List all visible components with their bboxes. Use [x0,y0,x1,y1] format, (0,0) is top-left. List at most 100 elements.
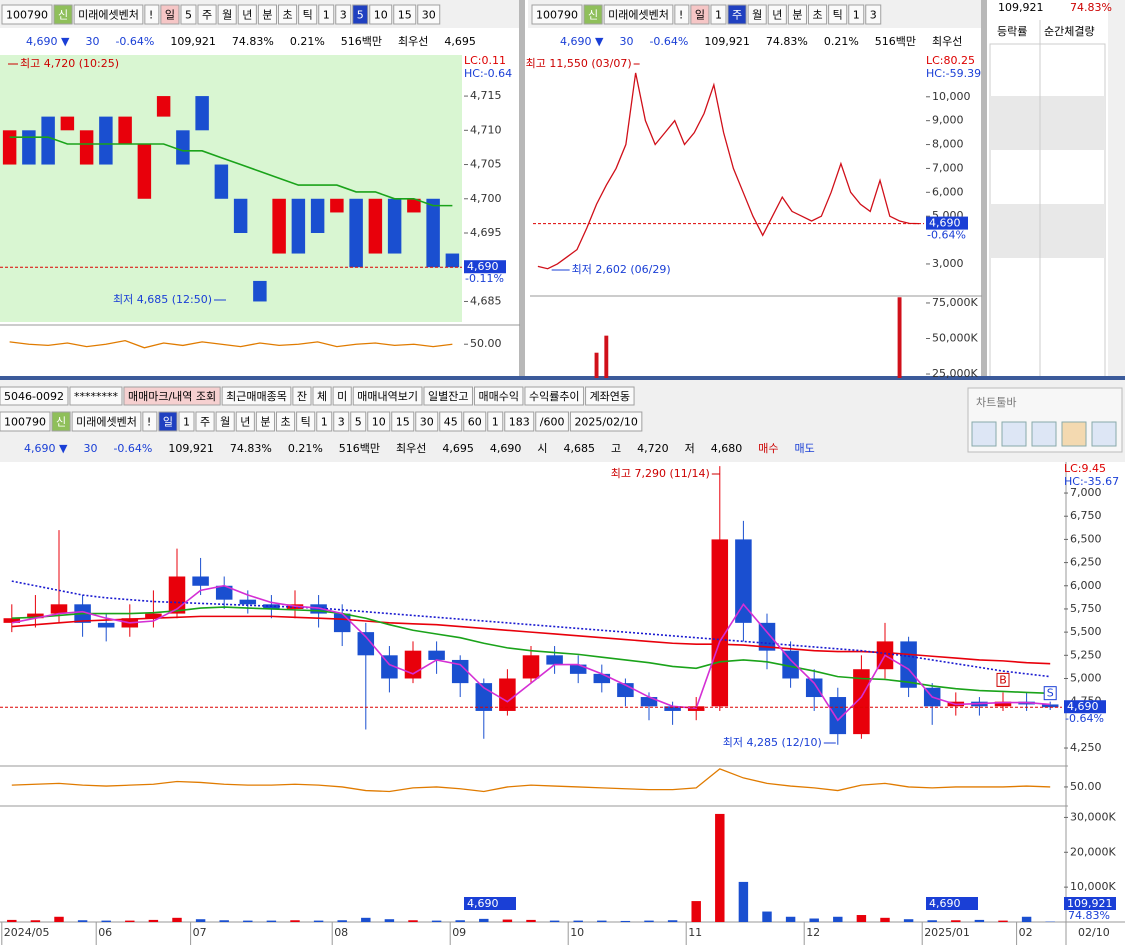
button-label[interactable]: 15 [398,9,412,22]
button-label[interactable]: 주 [202,9,212,22]
button-label[interactable]: 10 [374,9,388,22]
button-label[interactable]: 일 [163,415,173,429]
button-label[interactable]: 5 [357,9,364,22]
button-label[interactable]: 미래에셋벤처 [78,9,139,22]
button-label[interactable]: ! [149,9,153,22]
button-label[interactable]: 일 [695,8,705,22]
button-label[interactable]: 1 [183,416,190,429]
y-tick-label: 5,250 [1070,648,1102,661]
button-label[interactable]: 분 [260,416,270,429]
y-tick-label: 4,715 [470,89,502,102]
candle-body [192,576,209,585]
right-ratio: 74.83% [1070,1,1112,14]
button-label[interactable]: 30 [422,9,436,22]
candle-body [118,117,131,144]
x-tick-label: 06 [98,926,112,939]
y-tick-label: 75,000K [932,296,978,309]
button-label[interactable]: 1 [853,9,860,22]
button-label[interactable]: 3 [338,416,345,429]
button-label[interactable]: 5046-0092 [4,390,64,403]
button-label[interactable]: 초 [282,9,292,22]
button-label[interactable]: 월 [752,9,762,22]
button-label[interactable]: 일 [165,8,175,22]
button-label[interactable]: ! [679,9,683,22]
y-tick-label: 6,750 [1070,509,1102,522]
y-tick-label: 7,000 [932,161,964,174]
quote-field: 매수 [758,442,778,455]
button-label[interactable]: 2025/02/10 [574,416,637,429]
button-label[interactable]: 미래에셋벤처 [608,9,669,22]
button-label[interactable]: 일별잔고 [428,389,468,403]
tool-icon[interactable] [972,422,996,446]
tool-icon[interactable] [1002,422,1026,446]
button-label[interactable]: 월 [220,416,230,429]
button-label[interactable]: 10 [372,416,386,429]
y-tick-label: 50.00 [470,337,502,350]
button-label[interactable]: 초 [280,416,290,429]
button-label[interactable]: 월 [222,9,232,22]
button-label[interactable]: 년 [772,9,782,22]
change-label: -0.11% [465,272,504,285]
button-label[interactable]: 수익률추이 [529,390,580,403]
quote-field: 109,921 [170,35,216,48]
button-label[interactable]: 년 [240,416,250,429]
quote-field: 30 [83,442,97,455]
button-label[interactable]: 체 [317,390,327,403]
volume-bar [833,917,842,922]
volume-bar [149,920,158,922]
button-label[interactable]: 5 [185,9,192,22]
button-label[interactable]: ******** [74,390,119,403]
button-label[interactable]: 신 [58,9,68,22]
x-tick-label: 2024/05 [4,926,50,939]
button-label[interactable]: 45 [444,416,458,429]
button-label[interactable]: 분 [792,9,802,22]
button-label[interactable]: 년 [242,9,252,22]
button-label[interactable]: 신 [588,9,598,22]
button-label[interactable]: 매매마크/내역 조회 [128,390,216,403]
button-label[interactable]: 최근매매종목 [226,390,287,403]
button-label[interactable]: 100790 [536,9,578,22]
candle-body [712,539,729,706]
tool-icon[interactable] [1062,422,1086,446]
button-label[interactable]: 3 [870,9,877,22]
button-label[interactable]: 1 [492,416,499,429]
volume-bar [526,920,535,922]
button-label[interactable]: 60 [468,416,482,429]
button-label[interactable]: 3 [340,9,347,22]
button-label[interactable]: 주 [732,9,742,22]
button-label[interactable]: 잔 [297,390,307,403]
button-label[interactable]: 매매수익 [478,390,518,403]
button-label[interactable]: 미래에셋벤처 [76,416,137,429]
button-label[interactable]: 15 [396,416,410,429]
button-label[interactable]: 100790 [4,416,46,429]
tool-icon[interactable] [1032,422,1056,446]
button-label[interactable]: 틱 [303,9,313,22]
quote-field: 109,921 [704,35,750,48]
button-label[interactable]: ! [147,416,151,429]
button-label[interactable]: 1 [323,9,330,22]
button-label[interactable]: 1 [321,416,328,429]
y-tick-label: 4,700 [470,192,502,205]
button-label[interactable]: 100790 [6,9,48,22]
button-label[interactable]: 미 [337,390,347,403]
button-label[interactable]: 1 [715,9,722,22]
button-label[interactable]: 틱 [833,9,843,22]
button-label[interactable]: 신 [56,416,66,429]
quote-field: 최우선 [932,35,962,48]
button-label[interactable]: 5 [355,416,362,429]
button-label[interactable]: 계좌연동 [590,390,630,403]
volume-bar [573,921,582,922]
tool-icon[interactable] [1092,422,1116,446]
candle-body [41,117,54,165]
candle-body [253,281,266,302]
button-label[interactable]: /600 [540,416,565,429]
button-label[interactable]: 틱 [301,416,311,429]
y-tick-label: 6,000 [1070,579,1102,592]
button-label[interactable]: 30 [420,416,434,429]
button-label[interactable]: 분 [262,9,272,22]
button-label[interactable]: 주 [200,416,210,429]
button-label[interactable]: 초 [812,9,822,22]
row-stripe [990,204,1105,258]
button-label[interactable]: 매매내역보기 [357,390,418,403]
button-label[interactable]: 183 [509,416,530,429]
